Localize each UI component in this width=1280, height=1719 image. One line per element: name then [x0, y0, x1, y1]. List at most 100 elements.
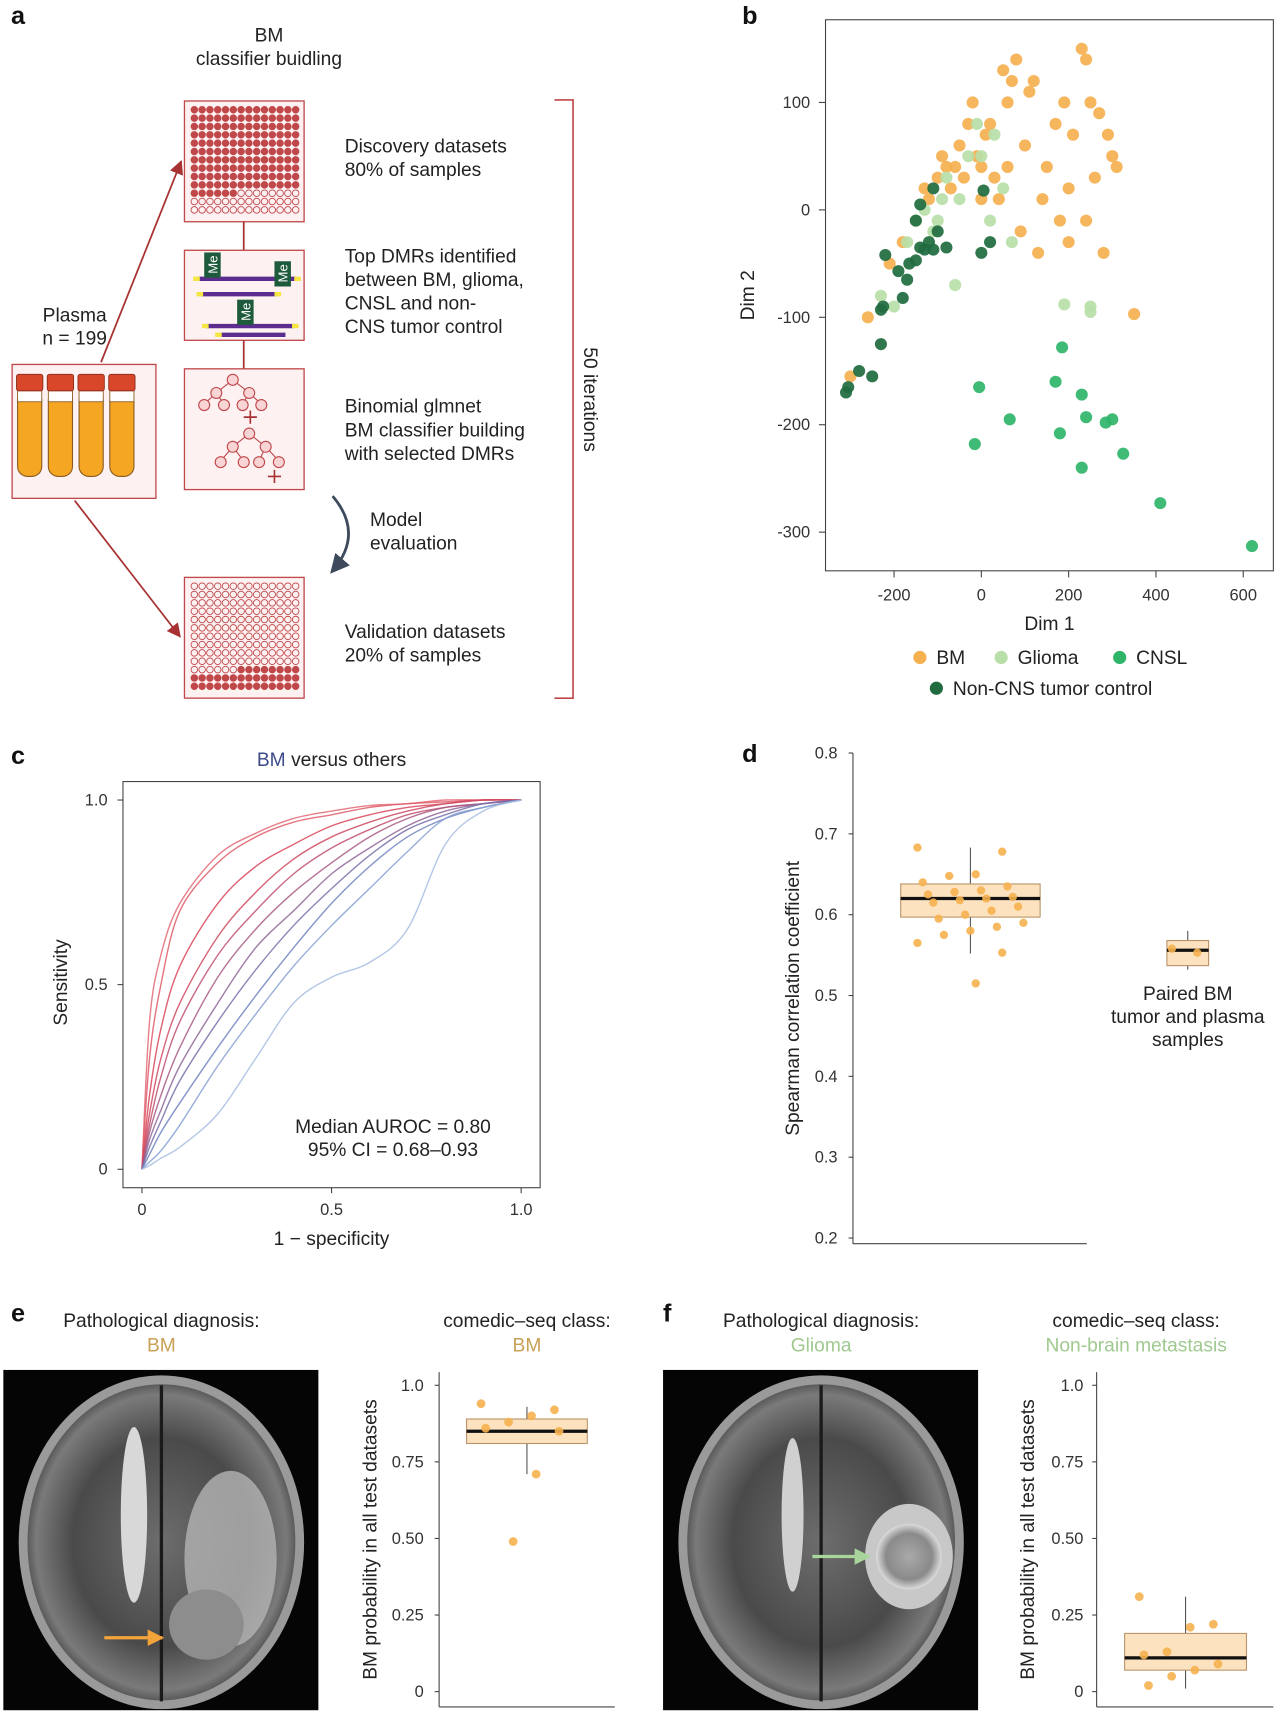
dot: [284, 665, 292, 674]
dot: [229, 624, 238, 632]
dot: [284, 657, 292, 665]
dot: [268, 657, 277, 665]
dot: [221, 657, 230, 665]
dot: [260, 582, 269, 590]
roc-curve: [141, 799, 522, 1170]
methyl-tag: Me: [205, 255, 220, 273]
dot: [206, 682, 214, 691]
point: [866, 370, 879, 383]
panel-label: e: [11, 1300, 25, 1328]
iterations-label: 50 iterations: [579, 347, 600, 452]
dot: [213, 164, 222, 172]
dot: [221, 665, 230, 674]
dot: [221, 189, 230, 197]
dot: [213, 206, 222, 214]
dot: [198, 590, 206, 599]
step-text: Validation datasets 20% of samples: [345, 622, 506, 667]
roc-curve: [141, 799, 522, 1170]
dot: [206, 114, 214, 122]
point: [1075, 461, 1088, 474]
point: [1213, 1659, 1223, 1669]
point: [1193, 948, 1202, 957]
dot: [268, 206, 277, 214]
dot: [237, 122, 245, 131]
tube-cap: [46, 373, 75, 392]
dot: [245, 590, 253, 599]
point: [960, 910, 970, 919]
tube: [78, 390, 104, 477]
dot: [229, 189, 238, 197]
dot: [260, 640, 269, 649]
roc-curve: [141, 799, 522, 1170]
dot: [252, 649, 261, 657]
dot: [284, 674, 292, 682]
dot: [260, 674, 269, 682]
point: [1040, 160, 1053, 173]
dot: [237, 640, 245, 649]
point: [940, 160, 953, 173]
point: [874, 338, 887, 351]
dot: [260, 172, 269, 181]
dot: [221, 147, 230, 156]
y-tick-label: 0.2: [815, 1230, 838, 1248]
dot: [229, 582, 238, 590]
dot: [206, 106, 214, 114]
point: [1117, 447, 1130, 460]
dot: [245, 189, 253, 197]
dot: [252, 624, 261, 632]
point: [927, 182, 940, 195]
dot: [229, 147, 238, 156]
point: [1101, 128, 1114, 141]
dot: [276, 122, 284, 131]
arrow: [73, 500, 181, 638]
dot: [284, 599, 292, 607]
point: [1167, 1671, 1177, 1681]
dot: [284, 640, 292, 649]
dot: [198, 181, 206, 189]
dot: [245, 164, 253, 172]
dot: [237, 590, 245, 599]
dot: [190, 106, 199, 114]
dot: [206, 172, 214, 181]
tube: [47, 390, 74, 477]
dot: [237, 657, 245, 665]
dot: [245, 122, 253, 131]
dot: [229, 607, 238, 615]
dot: [213, 156, 222, 164]
legend-swatch: [913, 650, 927, 665]
dot: [229, 122, 238, 131]
legend-swatch: [929, 681, 943, 695]
dot: [221, 164, 230, 172]
point: [923, 890, 933, 899]
class-title: comedic–seq class:: [1052, 1311, 1219, 1332]
dot: [190, 172, 199, 181]
dot: [206, 131, 214, 139]
x-tick-label: -200: [878, 586, 911, 604]
diagnosis-title: Pathological diagnosis:: [723, 1311, 919, 1332]
dot: [291, 122, 300, 131]
point: [1162, 1647, 1172, 1657]
dot: [268, 632, 277, 640]
dot: [268, 122, 277, 131]
point: [1056, 341, 1069, 354]
dot: [206, 189, 214, 197]
dot: [245, 131, 253, 139]
dot: [198, 147, 206, 156]
x-tick-label: 400: [1142, 586, 1169, 604]
tube-band: [17, 390, 43, 403]
diagnosis: BM: [147, 1335, 176, 1356]
dot: [276, 649, 284, 657]
y-tick-label: 0.4: [815, 1068, 838, 1086]
dot: [276, 197, 284, 206]
point: [1053, 214, 1066, 227]
class: BM: [513, 1335, 542, 1356]
dot: [245, 607, 253, 615]
y-tick-label: 0: [801, 201, 810, 219]
dot: [213, 139, 222, 147]
dot: [284, 181, 292, 189]
point: [914, 198, 927, 211]
x-tick-label: 0: [977, 586, 986, 604]
dot: [260, 599, 269, 607]
point: [992, 193, 1005, 206]
dot: [198, 682, 206, 691]
